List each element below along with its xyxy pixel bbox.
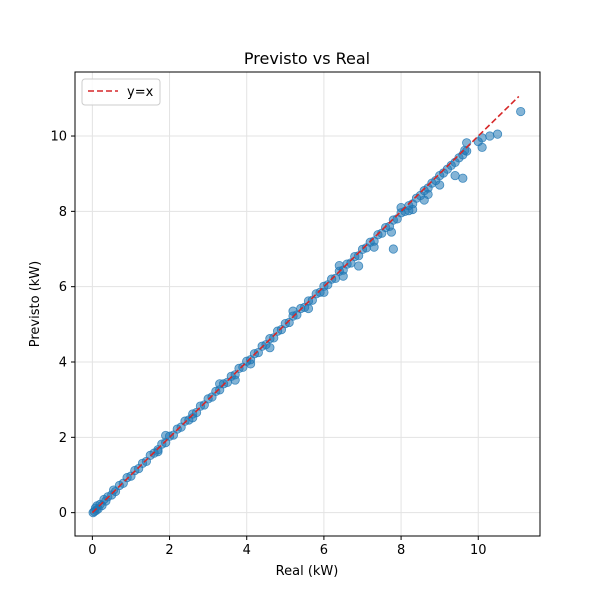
legend-label: y=x	[127, 85, 154, 100]
scatter-point	[419, 195, 429, 205]
scatter-point	[245, 359, 256, 369]
chart-title: Previsto vs Real	[244, 49, 370, 68]
scatter-point	[462, 138, 472, 148]
legend: y=x	[81, 78, 161, 106]
y-tick-label: 10	[50, 130, 67, 145]
scatter-point	[386, 227, 397, 237]
scatter-point	[303, 303, 314, 314]
scatter-point	[458, 173, 468, 183]
scatter-point	[477, 142, 487, 152]
y-axis: 0 2 4 6 8 10	[50, 130, 75, 521]
scatter-point	[516, 106, 526, 117]
x-tick-label: 2	[165, 543, 173, 558]
x-tick-label: 6	[320, 543, 328, 558]
scatter-point	[334, 260, 344, 271]
scatter-point	[354, 261, 364, 271]
plot-frame	[74, 71, 541, 537]
reference-line	[91, 95, 520, 514]
scatter-point	[408, 204, 418, 215]
scatter-point	[369, 242, 379, 252]
x-tick-label: 8	[397, 543, 405, 558]
y-tick-label: 4	[59, 356, 67, 371]
y-tick-label: 6	[59, 280, 67, 295]
scatter-point	[492, 129, 503, 139]
x-axis: 0 2 4 6 8 10	[88, 536, 487, 558]
x-tick-label: 4	[243, 543, 251, 558]
scatter-point	[338, 271, 348, 281]
y-tick-label: 8	[59, 205, 67, 220]
scatter-point	[161, 430, 171, 441]
y-tick-label: 2	[59, 431, 67, 446]
scatter-point	[265, 343, 275, 353]
scatter-point	[288, 306, 298, 316]
scatter-point	[319, 287, 329, 297]
x-axis-label: Real (kW)	[276, 564, 339, 579]
x-tick-label: 10	[470, 543, 487, 558]
scatter-point	[388, 244, 398, 254]
grid	[75, 72, 540, 536]
y-axis-label: Previsto (kW)	[28, 261, 43, 347]
y-tick-label: 0	[59, 506, 67, 521]
legend-box	[81, 78, 161, 106]
scatter-point	[435, 180, 445, 190]
scatter-point	[450, 170, 460, 181]
x-tick-label: 0	[88, 543, 96, 558]
scatter-point	[230, 375, 240, 385]
scatter-point	[269, 333, 279, 343]
scatter-point	[215, 379, 225, 389]
scatter-point	[485, 131, 495, 141]
scatter-points	[88, 106, 526, 518]
